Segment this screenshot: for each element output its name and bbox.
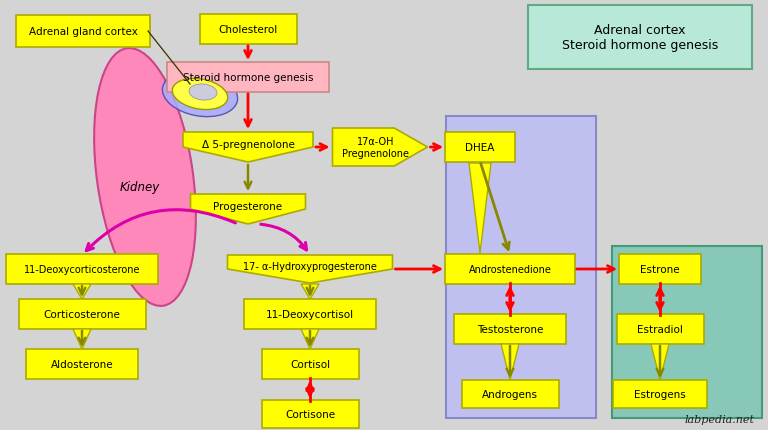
FancyBboxPatch shape bbox=[167, 63, 329, 93]
FancyBboxPatch shape bbox=[612, 246, 762, 418]
FancyBboxPatch shape bbox=[454, 314, 566, 344]
Text: Estrogens: Estrogens bbox=[634, 389, 686, 399]
Text: Estrone: Estrone bbox=[641, 264, 680, 274]
Text: Estradiol: Estradiol bbox=[637, 324, 683, 334]
Polygon shape bbox=[301, 284, 319, 299]
FancyBboxPatch shape bbox=[16, 16, 150, 48]
Polygon shape bbox=[73, 284, 91, 299]
Text: Androstenedione: Androstenedione bbox=[468, 264, 551, 274]
Text: Adrenal gland cortex: Adrenal gland cortex bbox=[28, 27, 137, 37]
Text: 17- α-Hydroxyprogesterone: 17- α-Hydroxyprogesterone bbox=[243, 261, 377, 272]
Polygon shape bbox=[651, 344, 669, 380]
FancyBboxPatch shape bbox=[446, 117, 596, 418]
FancyBboxPatch shape bbox=[619, 255, 701, 284]
Text: Corticosterone: Corticosterone bbox=[44, 309, 121, 319]
Polygon shape bbox=[73, 329, 91, 349]
FancyBboxPatch shape bbox=[200, 15, 296, 45]
FancyBboxPatch shape bbox=[261, 349, 359, 379]
Ellipse shape bbox=[172, 79, 227, 111]
FancyBboxPatch shape bbox=[462, 380, 558, 408]
Text: 17α-OH
Pregnenolone: 17α-OH Pregnenolone bbox=[342, 137, 409, 158]
Polygon shape bbox=[469, 164, 491, 253]
Text: Cortisone: Cortisone bbox=[285, 409, 335, 419]
Text: 11-Deoxycortisol: 11-Deoxycortisol bbox=[266, 309, 354, 319]
FancyBboxPatch shape bbox=[26, 349, 138, 379]
FancyBboxPatch shape bbox=[6, 255, 158, 284]
Polygon shape bbox=[501, 344, 519, 380]
Ellipse shape bbox=[94, 49, 196, 306]
Polygon shape bbox=[190, 194, 306, 224]
Text: Steroid hormone genesis: Steroid hormone genesis bbox=[183, 73, 313, 83]
Text: Kidney: Kidney bbox=[120, 181, 160, 194]
FancyBboxPatch shape bbox=[261, 400, 359, 428]
Text: DHEA: DHEA bbox=[465, 143, 495, 153]
Polygon shape bbox=[183, 133, 313, 163]
FancyBboxPatch shape bbox=[445, 255, 575, 284]
FancyBboxPatch shape bbox=[244, 299, 376, 329]
Text: labpedia.net: labpedia.net bbox=[685, 414, 755, 424]
Text: Androgens: Androgens bbox=[482, 389, 538, 399]
Ellipse shape bbox=[189, 85, 217, 101]
FancyBboxPatch shape bbox=[528, 6, 752, 70]
Ellipse shape bbox=[162, 72, 237, 117]
Text: Progesterone: Progesterone bbox=[214, 202, 283, 212]
FancyBboxPatch shape bbox=[18, 299, 145, 329]
Polygon shape bbox=[301, 329, 319, 349]
Text: Cholesterol: Cholesterol bbox=[218, 25, 277, 35]
Polygon shape bbox=[227, 255, 392, 283]
Text: Aldosterone: Aldosterone bbox=[51, 359, 114, 369]
Text: Adrenal cortex
Steroid hormone genesis: Adrenal cortex Steroid hormone genesis bbox=[562, 24, 718, 52]
FancyBboxPatch shape bbox=[613, 380, 707, 408]
Text: Testosterone: Testosterone bbox=[477, 324, 543, 334]
Polygon shape bbox=[333, 129, 428, 166]
FancyBboxPatch shape bbox=[617, 314, 703, 344]
Text: 11-Deoxycorticosterone: 11-Deoxycorticosterone bbox=[24, 264, 141, 274]
Text: Δ 5-pregnenolone: Δ 5-pregnenolone bbox=[201, 140, 294, 150]
FancyBboxPatch shape bbox=[445, 133, 515, 163]
Text: Cortisol: Cortisol bbox=[290, 359, 330, 369]
